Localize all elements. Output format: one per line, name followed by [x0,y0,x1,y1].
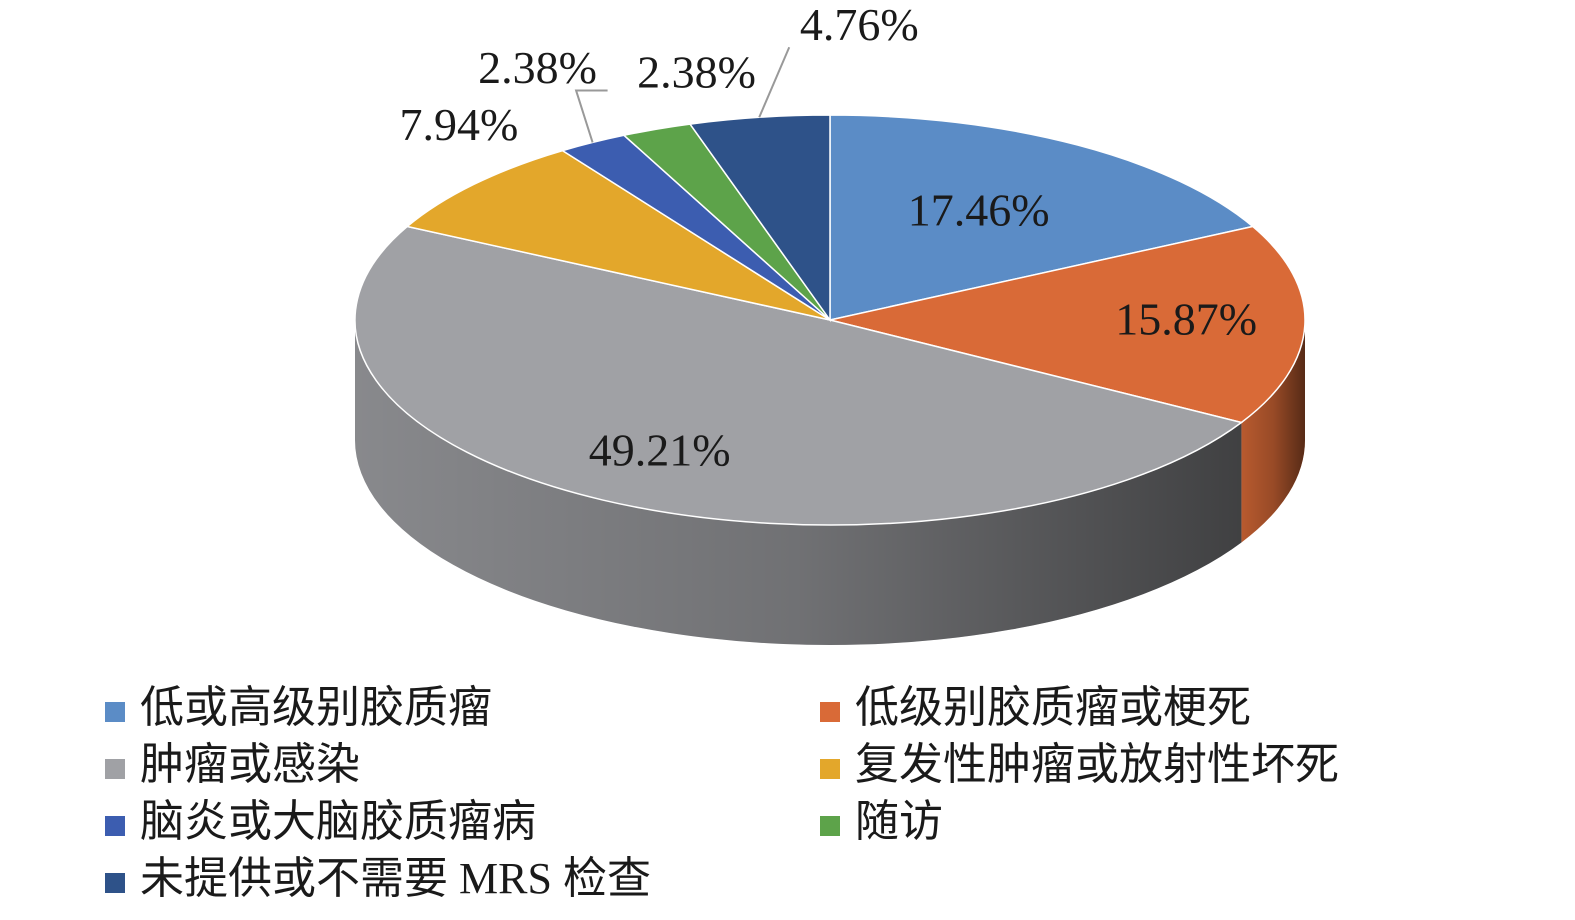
data-label: 2.38% [478,42,597,93]
legend-label: 未提供或不需要 MRS 检查 [140,854,651,903]
leader-line [758,46,791,118]
data-label: 4.76% [800,0,919,50]
slice [829,114,1255,321]
data-label: 15.87% [1115,293,1257,344]
legend-swatch [105,816,125,836]
data-label: 2.38% [637,47,756,98]
leader-line [574,89,608,143]
legend-label: 复发性肿瘤或放射性坏死 [855,740,1339,789]
data-label: 7.94% [399,99,518,150]
legend-swatch [105,759,125,779]
legend-label: 脑炎或大脑胶质瘤病 [140,797,536,846]
data-label: 17.46% [908,185,1050,236]
legend-label: 低级别胶质瘤或梗死 [855,683,1251,732]
legend-swatch [820,702,840,722]
slice [354,225,1244,526]
data-label: 49.21% [589,425,731,476]
legend-swatch [820,759,840,779]
legend-label: 低或高级别胶质瘤 [140,683,492,732]
legend-swatch [105,702,125,722]
legend-swatch [105,873,125,893]
slice-side-shade [1241,320,1305,543]
legend-label: 肿瘤或感染 [140,740,360,789]
slice-side-shade [355,320,1242,645]
slice [405,149,831,321]
legend-swatch [820,816,840,836]
slice [829,225,1306,424]
legend-label: 随访 [855,797,943,846]
